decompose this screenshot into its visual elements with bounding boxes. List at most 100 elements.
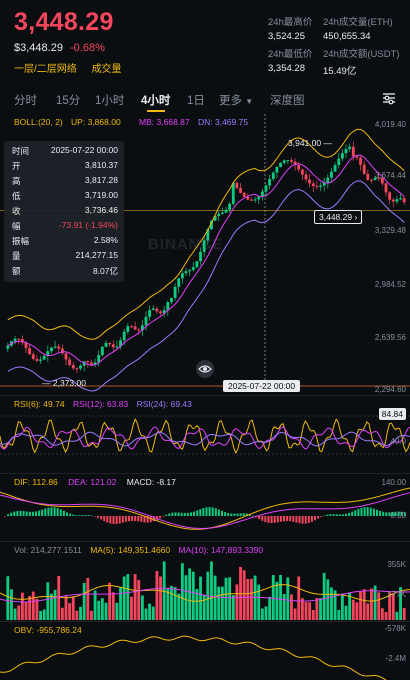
stat-value: 3,524.25: [268, 31, 305, 42]
indicator-settings-icon[interactable]: [382, 91, 396, 108]
macd-histogram-bar: [171, 512, 174, 516]
macd-histogram-bar: [301, 516, 304, 524]
volume-bar: [315, 597, 319, 620]
macd-histogram-bar: [248, 514, 251, 516]
tab-depth-chart[interactable]: 深度图: [270, 95, 305, 107]
volume-bar: [271, 575, 275, 620]
info-key: 量: [12, 251, 21, 261]
macd-histogram-bar: [159, 516, 161, 519]
tab-more-label: 更多: [219, 95, 242, 107]
macd-histogram-bar: [270, 516, 273, 524]
candle-body: [184, 271, 188, 274]
macd-dea: DEA: 121.02: [68, 477, 117, 487]
volume-ma10: MA(10): 147,893.3390: [178, 545, 264, 555]
volume-bar: [93, 590, 97, 620]
volume-bar: [144, 608, 148, 620]
macd-histogram-bar: [190, 512, 192, 516]
volume-bar: [373, 585, 377, 620]
macd-histogram-bar: [38, 510, 41, 516]
volume-bar: [370, 588, 373, 620]
volume-bar: [24, 601, 28, 620]
volume-bar: [304, 602, 308, 620]
info-key: 低: [12, 191, 21, 201]
candle-body: [180, 273, 184, 279]
volume-bar: [377, 592, 381, 620]
macd-histogram-bar: [90, 515, 93, 517]
tag-layer-network[interactable]: 一层/二层网络: [14, 64, 77, 75]
volume-bar: [202, 594, 206, 620]
boll-label: BOLL:(20, 2): [14, 117, 63, 127]
macd-histogram-bar: [106, 516, 109, 523]
macd-histogram-bar: [84, 515, 87, 516]
volume-bar: [17, 605, 21, 620]
price-usd: $3,448.29: [14, 42, 63, 54]
macd-histogram-bar: [354, 510, 357, 516]
info-key: 开: [12, 161, 21, 171]
info-row-time: 时间 2025-07-22 00:00: [12, 145, 118, 158]
volume-bar: [286, 577, 290, 620]
tag-volume[interactable]: 成交量: [91, 64, 122, 75]
candlestick-chart[interactable]: [0, 114, 410, 394]
info-value: -73.91 (-1.94%): [58, 220, 118, 230]
panel-divider: [0, 541, 410, 542]
eye-toggle-icon[interactable]: [196, 360, 214, 378]
tab-15m[interactable]: 15分: [56, 95, 81, 107]
volume-bar: [242, 570, 246, 620]
stat-value: 15.49亿: [323, 66, 357, 77]
volume-bar: [46, 582, 50, 620]
macd-chart[interactable]: [0, 474, 410, 540]
candle-body: [137, 329, 141, 331]
candle-body: [202, 240, 206, 252]
macd-histogram-bar: [109, 516, 112, 524]
candle-body: [253, 199, 257, 201]
tab-1d[interactable]: 1日: [187, 95, 205, 107]
volume-bar: [282, 594, 286, 620]
rsi-chart[interactable]: [0, 396, 410, 472]
y-tick: 140.00: [381, 478, 406, 487]
macd-histogram-bar: [16, 510, 19, 516]
high-marker: 3,941.00 —: [288, 138, 332, 148]
candle-body: [170, 297, 173, 303]
candle-body: [326, 177, 330, 183]
tab-1h[interactable]: 1小时: [95, 95, 125, 107]
current-price-tag[interactable]: 3,448.29 ›: [314, 210, 363, 224]
stat-label: 24h最高价: [268, 17, 313, 28]
candle-body: [373, 177, 377, 181]
volume-bar: [173, 587, 177, 620]
candle-body: [260, 191, 264, 197]
candle-body: [133, 326, 137, 330]
stat-24h-turnover-usdt: 24h成交额(USDT) 15.49亿: [323, 46, 400, 77]
candle-body: [6, 345, 10, 349]
candle-body: [119, 340, 122, 347]
obv-chart[interactable]: [0, 622, 410, 680]
tab-more[interactable]: 更多 ▼: [219, 92, 253, 108]
volume-bar: [31, 591, 35, 620]
volume-bar: [60, 607, 64, 620]
volume-ma5: MA(5): 149,351.4660: [90, 545, 171, 555]
panel-divider: [0, 621, 410, 622]
candle-body: [57, 346, 61, 349]
volume-bar: [177, 593, 181, 620]
candle-body: [311, 183, 315, 187]
macd-dif-line: [0, 487, 410, 530]
volume-bar: [228, 577, 232, 620]
candle-body: [380, 177, 384, 184]
tab-time-sharing[interactable]: 分时: [14, 95, 37, 107]
candle-body: [148, 310, 152, 317]
volume-bar: [402, 608, 406, 620]
volume-bar: [115, 602, 119, 620]
candle-body: [246, 196, 250, 200]
tab-4h[interactable]: 4小时: [141, 92, 170, 112]
candle-body: [68, 359, 72, 365]
macd-histogram-bar: [295, 516, 298, 523]
candle-body: [111, 344, 115, 348]
volume-bar: [340, 593, 344, 620]
panel-divider: [0, 395, 410, 396]
volume-bar: [384, 611, 388, 620]
info-value: 2.58%: [93, 235, 118, 245]
macd-histogram-bar: [69, 513, 72, 516]
macd-histogram-bar: [112, 516, 115, 525]
stat-label: 24h成交额(USDT): [323, 49, 400, 60]
candle-body: [108, 342, 112, 345]
volume-chart[interactable]: [0, 542, 410, 620]
